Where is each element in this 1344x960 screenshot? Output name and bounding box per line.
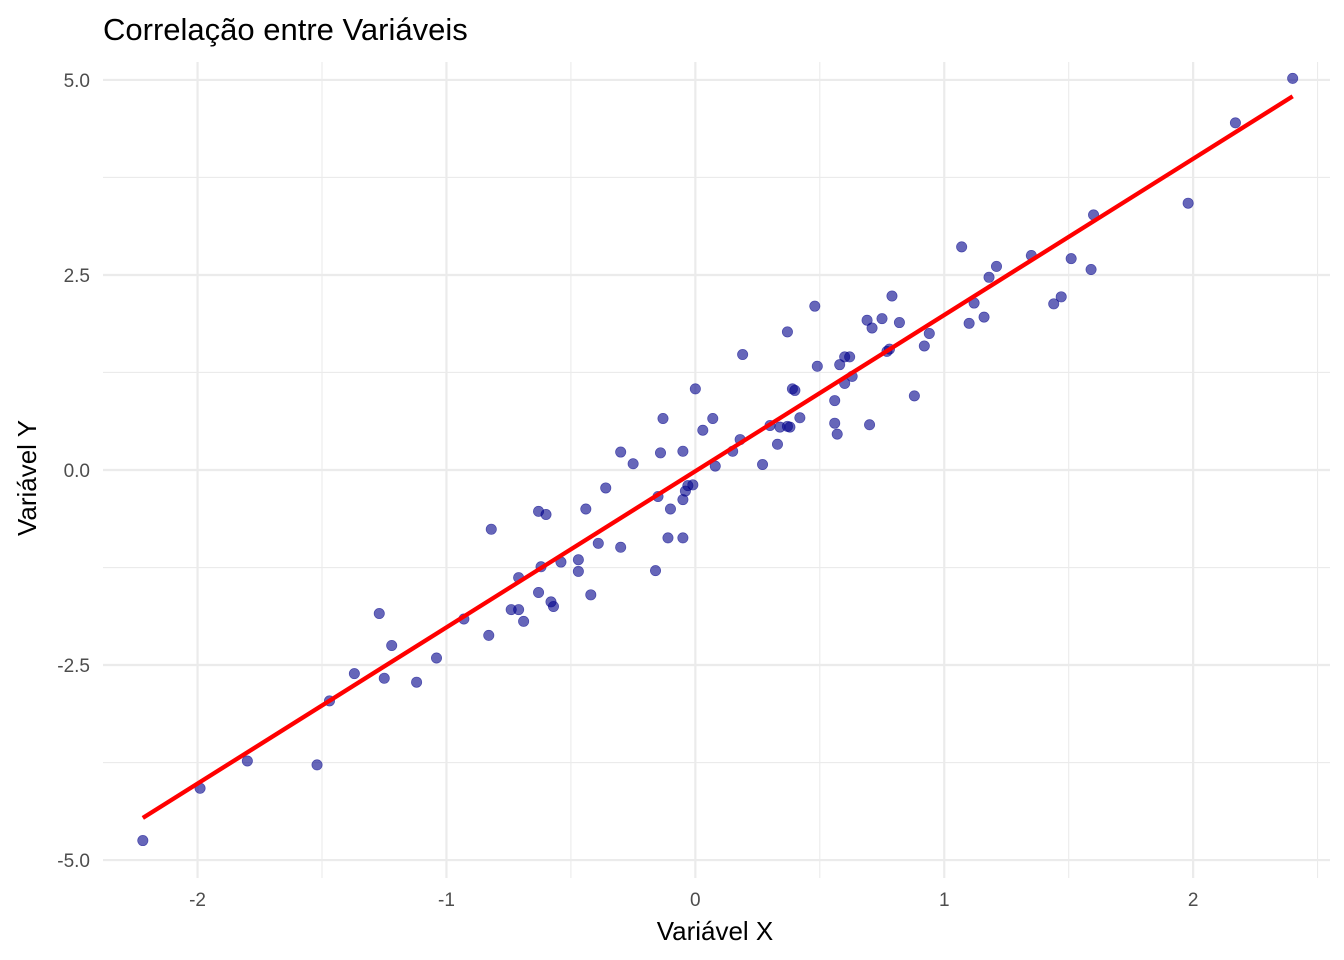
data-point — [990, 260, 1002, 272]
data-point — [789, 384, 801, 396]
data-point — [757, 459, 769, 471]
y-axis-title: Variável Y — [12, 420, 42, 536]
data-point — [893, 317, 905, 329]
data-point — [886, 290, 898, 302]
data-point — [1065, 253, 1077, 265]
data-point — [547, 601, 559, 613]
data-point — [373, 608, 385, 620]
data-point — [737, 349, 749, 361]
data-point — [431, 652, 443, 664]
data-point — [615, 446, 627, 458]
data-point — [572, 554, 584, 566]
data-point — [592, 537, 604, 549]
data-point — [348, 668, 360, 680]
data-point — [1287, 72, 1299, 84]
data-point — [485, 523, 497, 535]
data-point — [650, 565, 662, 577]
data-point — [811, 360, 823, 372]
data-point — [533, 586, 545, 598]
data-point — [978, 311, 990, 323]
data-point — [809, 300, 821, 312]
data-point — [677, 445, 689, 457]
data-point — [1182, 197, 1194, 209]
data-point — [386, 640, 398, 652]
data-point — [866, 322, 878, 334]
x-tick-label: 2 — [1188, 890, 1199, 911]
data-point — [829, 417, 841, 429]
data-point — [655, 447, 667, 459]
data-point — [1055, 291, 1067, 303]
data-point — [831, 428, 843, 440]
data-point — [784, 421, 796, 433]
data-point — [963, 317, 975, 329]
data-point — [834, 359, 846, 371]
data-point — [844, 351, 856, 363]
data-point — [687, 479, 699, 491]
y-tick-label: 2.5 — [64, 266, 90, 287]
data-point — [829, 395, 841, 407]
y-axis-tick-labels: -5.0 -2.5 0.0 2.5 5.0 — [57, 71, 90, 872]
data-point — [923, 327, 935, 339]
data-point — [411, 676, 423, 688]
data-point — [908, 390, 920, 402]
data-point — [540, 508, 552, 520]
y-tick-label: 0.0 — [64, 461, 90, 482]
data-point — [311, 759, 323, 771]
data-point — [518, 615, 530, 627]
data-point — [615, 541, 627, 553]
data-point — [378, 672, 390, 684]
x-axis-tick-labels: -2 -1 0 1 2 — [189, 890, 1198, 911]
data-point — [572, 565, 584, 577]
x-axis-title: Variável X — [657, 916, 774, 946]
data-point — [657, 413, 669, 425]
y-tick-label: -2.5 — [57, 656, 90, 677]
data-point — [771, 438, 783, 450]
data-point — [794, 412, 806, 424]
data-point — [483, 629, 495, 641]
data-point — [956, 241, 968, 253]
data-point — [662, 532, 674, 544]
chart-title: Correlação entre Variáveis — [103, 12, 468, 47]
data-point — [1085, 264, 1097, 276]
trend-line — [141, 94, 1294, 820]
data-point — [918, 340, 930, 352]
data-point — [513, 604, 525, 616]
data-point — [864, 419, 876, 431]
data-point — [1048, 298, 1060, 310]
data-point — [677, 532, 689, 544]
data-point — [689, 383, 701, 395]
data-point — [876, 313, 888, 325]
data-point — [600, 482, 612, 494]
y-tick-label: 5.0 — [64, 71, 90, 92]
data-point — [707, 413, 719, 425]
x-tick-label: 0 — [690, 890, 701, 911]
data-point — [585, 589, 597, 601]
data-point — [137, 835, 149, 847]
data-point — [627, 458, 639, 470]
data-point — [781, 326, 793, 338]
x-tick-label: -2 — [189, 890, 206, 911]
data-point — [241, 755, 253, 767]
data-point — [983, 271, 995, 283]
data-point — [580, 503, 592, 515]
data-point — [664, 503, 676, 515]
data-point — [861, 314, 873, 326]
x-tick-label: 1 — [939, 890, 950, 911]
x-tick-label: -1 — [438, 890, 455, 911]
data-point — [697, 424, 709, 436]
data-point — [1229, 117, 1241, 129]
y-tick-label: -5.0 — [57, 851, 90, 872]
